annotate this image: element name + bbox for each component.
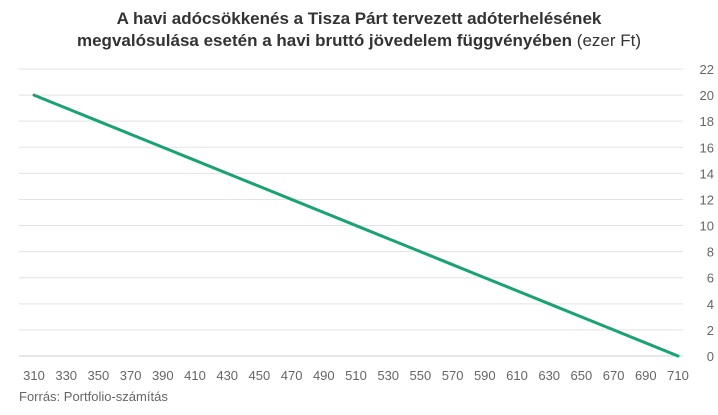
x-tick-label: 710	[667, 368, 689, 383]
x-tick-label: 310	[23, 368, 45, 383]
y-tick-label: 0	[707, 349, 714, 364]
x-tick-label: 490	[313, 368, 335, 383]
y-tick-label: 16	[700, 140, 714, 155]
x-tick-label: 390	[152, 368, 174, 383]
chart-title-line1: A havi adócsökkenés a Tisza Párt terveze…	[0, 8, 718, 30]
x-tick-label: 530	[377, 368, 399, 383]
y-tick-label: 2	[707, 323, 714, 338]
y-axis-ticks: 0 2 4 6 8 10 12 14 16 18 20 22	[700, 62, 714, 364]
x-tick-label: 550	[410, 368, 432, 383]
y-tick-label: 22	[700, 62, 714, 77]
chart-title-unit: (ezer Ft)	[576, 31, 642, 50]
y-tick-label: 6	[707, 271, 714, 286]
source-note: Forrás: Portfolio-számítás	[19, 389, 168, 404]
y-tick-label: 8	[707, 245, 714, 260]
series-layer	[32, 93, 680, 358]
x-tick-label: 470	[281, 368, 303, 383]
x-tick-label: 570	[442, 368, 464, 383]
x-tick-label: 350	[88, 368, 110, 383]
chart-title: A havi adócsökkenés a Tisza Párt terveze…	[0, 8, 718, 52]
x-tick-label: 370	[120, 368, 142, 383]
gridlines	[19, 68, 683, 357]
chart-title-line2: megvalósulása esetén a havi bruttó jöved…	[0, 30, 718, 52]
chart-title-line1-text: A havi adócsökkenés a Tisza Párt terveze…	[116, 9, 602, 28]
x-tick-label: 610	[506, 368, 528, 383]
y-tick-label: 14	[700, 166, 714, 181]
x-axis-ticks: 310 330 350 370 390 410 430 450 470 490 510 530 550 5…	[23, 368, 689, 383]
x-tick-label: 690	[635, 368, 657, 383]
x-tick-label: 670	[603, 368, 625, 383]
x-tick-label: 330	[55, 368, 77, 383]
x-tick-label: 510	[345, 368, 367, 383]
y-tick-label: 18	[700, 114, 714, 129]
x-tick-label: 430	[216, 368, 238, 383]
y-tick-label: 10	[700, 219, 714, 234]
x-tick-label: 450	[249, 368, 271, 383]
y-tick-label: 20	[700, 88, 714, 103]
series-line-0	[32, 93, 680, 358]
y-tick-label: 12	[700, 192, 714, 207]
x-tick-label: 650	[571, 368, 593, 383]
x-tick-label: 590	[474, 368, 496, 383]
x-tick-label: 630	[538, 368, 560, 383]
y-tick-label: 4	[707, 297, 714, 312]
chart-title-line2-text: megvalósulása esetén a havi bruttó jöved…	[76, 31, 573, 50]
x-tick-label: 410	[184, 368, 206, 383]
